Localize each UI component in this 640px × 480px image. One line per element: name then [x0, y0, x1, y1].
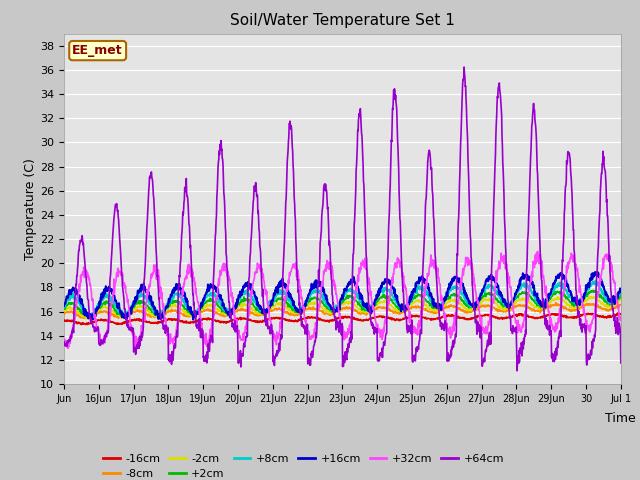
Y-axis label: Temperature (C): Temperature (C)	[24, 158, 37, 260]
Text: EE_met: EE_met	[72, 44, 123, 57]
Legend: -16cm, -8cm, -2cm, +2cm, +8cm, +16cm, +32cm, +64cm: -16cm, -8cm, -2cm, +2cm, +8cm, +16cm, +3…	[99, 449, 508, 480]
X-axis label: Time: Time	[605, 412, 636, 425]
Title: Soil/Water Temperature Set 1: Soil/Water Temperature Set 1	[230, 13, 455, 28]
